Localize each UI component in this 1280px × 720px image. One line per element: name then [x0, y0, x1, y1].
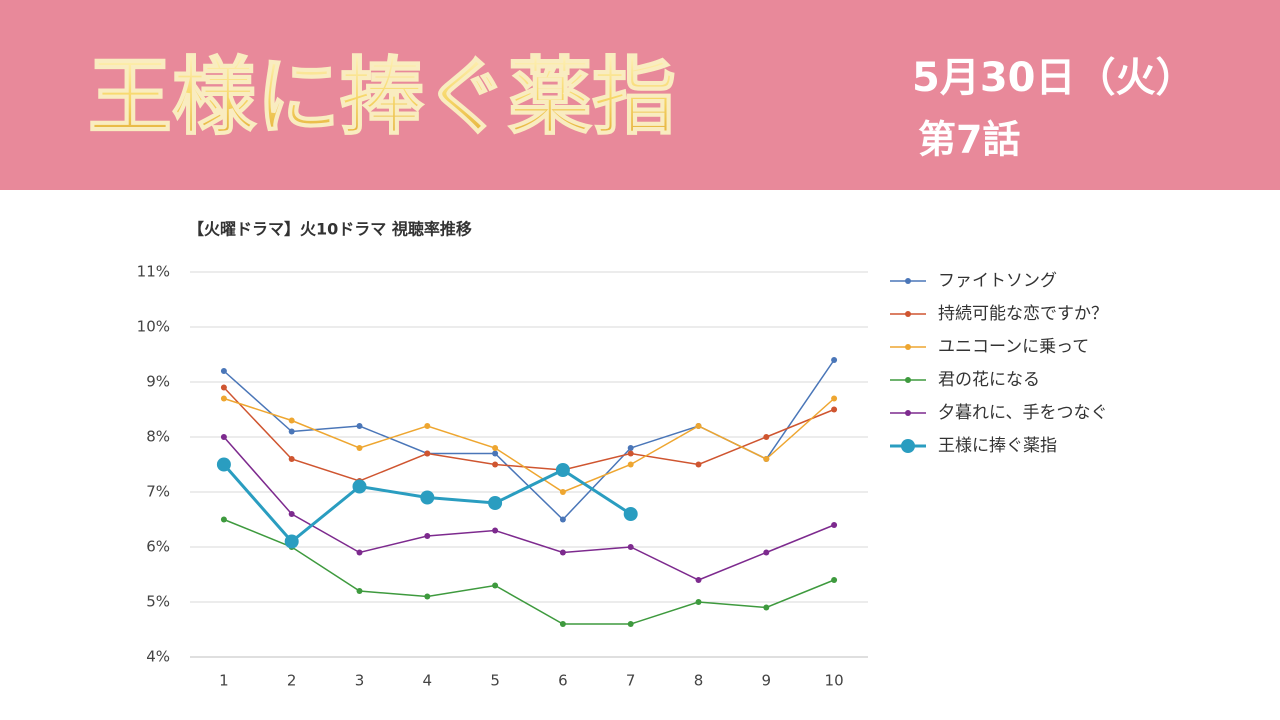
- data-point: [424, 533, 431, 539]
- header-episode: 第7話: [918, 118, 1020, 162]
- data-point: [695, 599, 702, 605]
- legend-marker: [905, 410, 911, 416]
- data-point: [627, 461, 634, 468]
- legend-marker: [905, 377, 911, 383]
- legend-marker: [905, 344, 911, 350]
- data-point: [356, 423, 363, 429]
- data-point: [559, 489, 566, 495]
- data-point: [288, 428, 295, 435]
- data-point: [695, 423, 702, 429]
- legend-label: 君の花になる: [938, 370, 1040, 390]
- header-banner: [0, 0, 1280, 190]
- data-point: [288, 511, 295, 517]
- header-date: 5月30日（火）: [912, 55, 1196, 101]
- data-point: [356, 549, 363, 556]
- y-tick-label: 6%: [146, 538, 170, 556]
- header-title: 王様に捧ぐ薬指: [88, 47, 676, 146]
- legend-label: 王様に捧ぐ薬指: [938, 436, 1057, 456]
- data-point: [623, 507, 638, 521]
- data-point: [492, 527, 499, 534]
- x-tick-label: 9: [762, 672, 772, 690]
- series-line: [223, 359, 835, 521]
- data-point: [216, 457, 231, 472]
- chart-title: 【火曜ドラマ】火10ドラマ 視聴率推移: [188, 220, 472, 239]
- y-tick-label: 11%: [137, 263, 170, 281]
- data-point: [424, 450, 431, 457]
- x-tick-label: 7: [626, 672, 636, 690]
- y-tick-label: 5%: [146, 593, 170, 611]
- data-point: [220, 395, 227, 402]
- data-point: [356, 588, 363, 594]
- x-tick-label: 2: [287, 672, 297, 690]
- series-line: [223, 436, 835, 581]
- data-point: [831, 406, 838, 413]
- data-point: [831, 395, 838, 402]
- data-point: [488, 496, 503, 510]
- series-line: [223, 518, 835, 625]
- data-point: [420, 490, 435, 505]
- data-point: [424, 423, 431, 429]
- data-point: [627, 445, 634, 451]
- data-point: [492, 450, 499, 457]
- data-point: [220, 516, 227, 523]
- data-point: [627, 450, 634, 457]
- y-tick-label: 9%: [146, 373, 170, 391]
- data-point: [220, 368, 227, 374]
- x-tick-label: 6: [558, 672, 568, 690]
- data-point: [763, 604, 770, 611]
- data-point: [559, 549, 566, 556]
- data-point: [220, 384, 227, 391]
- series-line: [223, 386, 835, 482]
- data-point: [627, 621, 634, 627]
- data-point: [559, 621, 566, 627]
- data-point: [695, 461, 702, 468]
- y-tick-label: 10%: [137, 318, 170, 336]
- x-tick-label: 3: [355, 672, 365, 690]
- data-point: [352, 479, 367, 494]
- data-point: [831, 357, 838, 363]
- data-point: [627, 544, 634, 550]
- y-tick-label: 7%: [146, 483, 170, 501]
- x-tick-label: 8: [694, 672, 704, 690]
- legend-label: 持続可能な恋ですか？: [938, 303, 1108, 324]
- data-point: [695, 577, 702, 583]
- series-line: [223, 397, 835, 493]
- data-point: [492, 461, 499, 468]
- data-point: [492, 445, 499, 451]
- data-point: [763, 456, 770, 462]
- data-point: [288, 456, 295, 462]
- data-point: [356, 445, 363, 451]
- x-tick-label: 1: [219, 672, 229, 690]
- data-point: [220, 434, 227, 440]
- legend-marker: [905, 278, 911, 284]
- legend-marker: [905, 311, 911, 317]
- data-point: [492, 582, 499, 589]
- data-point: [555, 463, 570, 477]
- data-point: [763, 434, 770, 440]
- data-point: [559, 516, 566, 523]
- y-tick-label: 8%: [146, 428, 170, 446]
- legend-label: ユニコーンに乗って: [938, 337, 1089, 357]
- x-tick-label: 10: [825, 672, 844, 690]
- legend-marker: [901, 439, 915, 453]
- y-tick-label: 4%: [146, 648, 170, 666]
- data-point: [284, 534, 299, 549]
- data-point: [763, 549, 770, 556]
- data-point: [831, 522, 838, 528]
- x-tick-label: 4: [423, 672, 433, 690]
- data-point: [831, 577, 838, 583]
- legend-label: 夕暮れに、手をつなぐ: [938, 403, 1108, 423]
- data-point: [424, 593, 431, 600]
- legend-label: ファイトソング: [938, 271, 1057, 291]
- data-point: [288, 417, 295, 424]
- x-tick-label: 5: [490, 672, 500, 690]
